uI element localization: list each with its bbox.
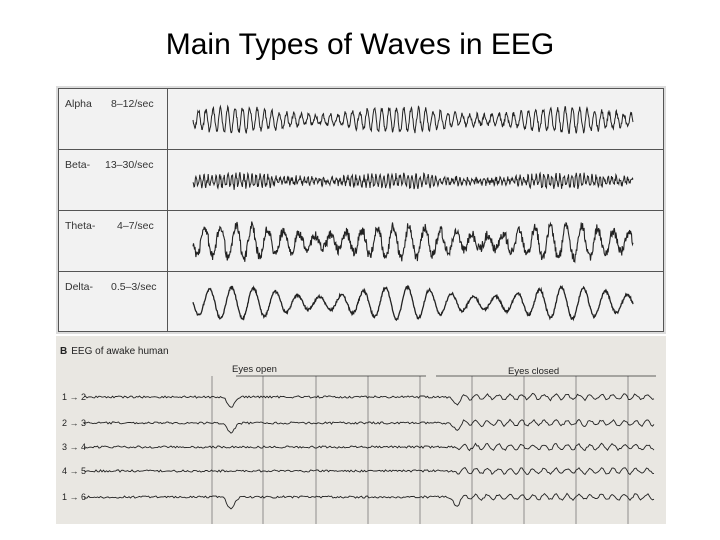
wave-types-table: Alpha 8–12/sec Beta- 13–30/sec Theta- 4–… — [58, 88, 664, 332]
channel-label: 1 → 2 — [62, 392, 87, 402]
wave-row-theta: Theta- 4–7/sec — [59, 211, 663, 272]
delta-wave-trace — [192, 284, 634, 322]
awake-eeg-figure: B EEG of awake human Eyes open Eyes close… — [56, 336, 666, 524]
eeg-channel-trace — [83, 442, 655, 452]
wave-name: Beta- — [65, 159, 91, 171]
wave-label-cell: Delta- 0.5–3/sec — [59, 272, 168, 332]
panel-letter: B — [60, 346, 68, 357]
eeg-channel-trace — [83, 418, 655, 434]
wave-row-alpha: Alpha 8–12/sec — [59, 89, 663, 150]
wave-name: Theta- — [65, 220, 96, 232]
eeg-grid — [211, 376, 629, 524]
theta-wave-trace — [192, 221, 634, 264]
channel-label: 4 → 5 — [62, 466, 87, 476]
eeg-channel-trace — [83, 392, 655, 408]
eyes-closed-label: Eyes closed — [508, 366, 560, 377]
slide-title: Main Types of Waves in EEG — [165, 28, 555, 61]
channel-label: 3 → 4 — [62, 442, 87, 452]
eyes-open-label: Eyes open — [232, 364, 277, 375]
eeg-channel-trace — [83, 492, 655, 510]
channel-label: 2 → 3 — [62, 418, 87, 428]
wave-row-beta: Beta- 13–30/sec — [59, 150, 663, 211]
wave-name: Alpha — [65, 98, 92, 110]
alpha-wave-trace — [192, 104, 634, 135]
wave-label-cell: Beta- 13–30/sec — [59, 150, 168, 210]
wave-label-cell: Theta- 4–7/sec — [59, 211, 168, 271]
eeg-panel-title: B EEG of awake human — [60, 346, 169, 357]
wave-row-delta: Delta- 0.5–3/sec — [59, 272, 663, 332]
wave-name: Delta- — [65, 281, 94, 293]
panel-title-text: EEG of awake human — [71, 346, 169, 357]
eeg-channel-trace — [83, 467, 655, 476]
wave-frequency: 0.5–3/sec — [111, 281, 157, 293]
channel-label: 1 → 6 — [62, 492, 87, 502]
wave-frequency: 4–7/sec — [117, 220, 154, 232]
wave-label-cell: Alpha 8–12/sec — [59, 89, 168, 149]
beta-wave-trace — [192, 171, 634, 190]
wave-frequency: 8–12/sec — [111, 98, 154, 110]
eeg-recording-traces — [83, 375, 656, 524]
wave-types-figure: Alpha 8–12/sec Beta- 13–30/sec Theta- 4–… — [56, 86, 666, 334]
wave-frequency: 13–30/sec — [105, 159, 154, 171]
